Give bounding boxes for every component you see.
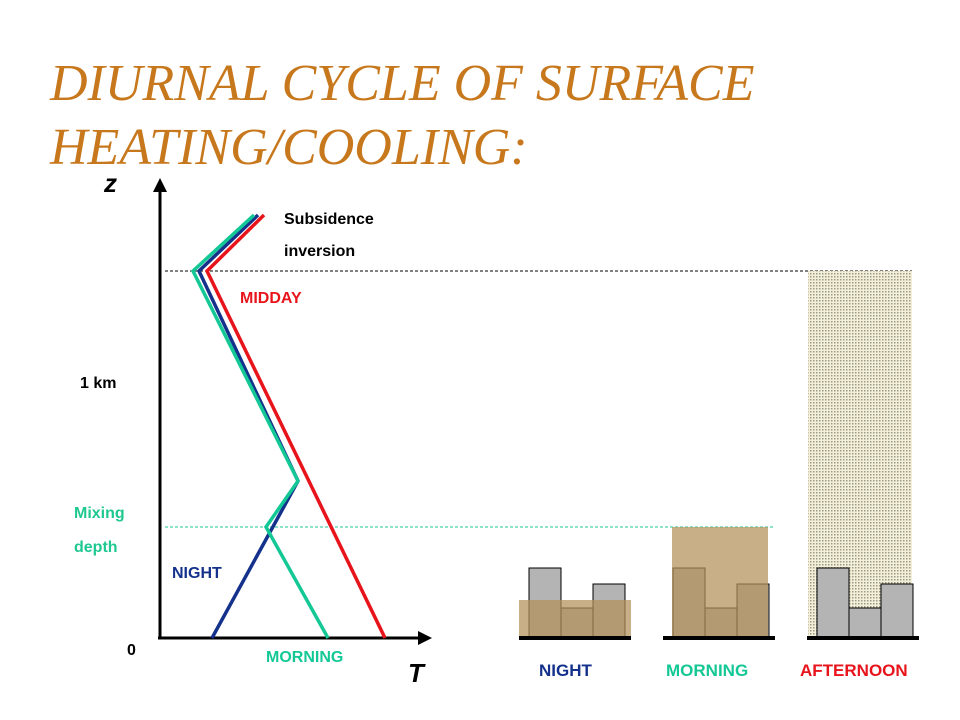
night-panel: NIGHT xyxy=(519,567,631,680)
mixing-depth-label-line1: Mixing xyxy=(74,505,125,522)
origin-label: 0 xyxy=(127,642,136,659)
title-line-2: HEATING/COOLING: xyxy=(50,119,528,176)
building xyxy=(848,607,882,639)
subsidence-label-line2: inversion xyxy=(284,243,355,260)
building xyxy=(816,567,850,639)
morning-profile xyxy=(190,213,330,639)
afternoon-panel: AFTERNOON xyxy=(800,271,919,680)
afternoon-panel-label: AFTERNOON xyxy=(800,661,908,680)
title-line-1: DIURNAL CYCLE OF SURFACE xyxy=(50,55,755,112)
km-label: 1 km xyxy=(80,375,116,392)
morning-panel-label: MORNING xyxy=(666,661,748,680)
z-axis-label: z xyxy=(103,168,117,198)
mixing-depth-label-line2: depth xyxy=(74,539,118,556)
t-axis-arrowhead xyxy=(418,631,432,645)
mixed-layer xyxy=(672,527,768,638)
subsidence-label-line1: Subsidence xyxy=(284,211,374,228)
profile-axes: z T 0 1 km xyxy=(80,168,432,688)
midday-profile xyxy=(204,213,387,639)
night-profile-label: NIGHT xyxy=(172,565,222,582)
slide-title: DIURNAL CYCLE OF SURFACE HEATING/COOLING… xyxy=(50,52,930,180)
morning-profile-label: MORNING xyxy=(266,649,343,666)
building xyxy=(880,583,914,639)
morning-panel: MORNING xyxy=(663,527,775,680)
midday-label: MIDDAY xyxy=(240,290,302,307)
night-panel-label: NIGHT xyxy=(539,661,593,680)
mixed-layer xyxy=(519,600,631,638)
temperature-profiles xyxy=(190,213,387,639)
z-axis-arrowhead xyxy=(153,178,167,192)
night-profile xyxy=(196,213,300,639)
t-axis-label: T xyxy=(408,658,426,688)
